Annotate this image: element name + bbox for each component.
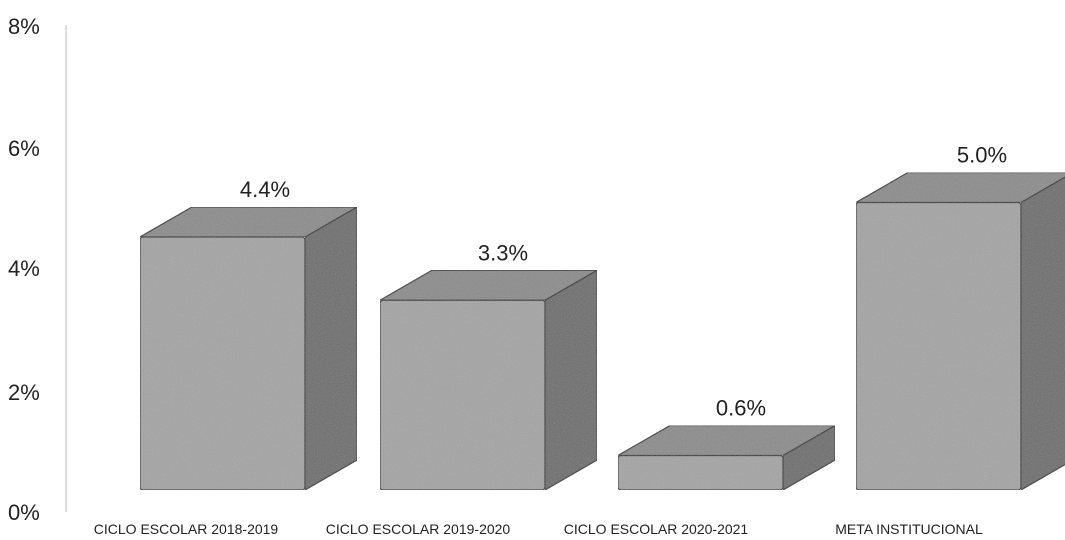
category-labels: CICLO ESCOLAR 2018-2019 CICLO ESCOLAR 201… — [94, 521, 983, 537]
category-label: CICLO ESCOLAR 2020-2021 — [564, 521, 749, 537]
data-label: 0.6% — [716, 396, 766, 421]
bar-front-face — [379, 299, 546, 491]
bar — [615, 424, 838, 492]
bar-front-face — [855, 201, 1022, 491]
data-label: 4.4% — [240, 177, 290, 202]
data-label: 3.3% — [478, 240, 528, 265]
bar-side-face — [304, 205, 358, 492]
category-label: META INSTITUCIONAL — [835, 521, 983, 537]
category-label: CICLO ESCOLAR 2018-2019 — [94, 521, 279, 537]
y-axis-ticks: 0% 2% 4% 6% 8% — [8, 14, 40, 525]
data-label: 5.0% — [957, 143, 1007, 168]
y-tick-label: 4% — [8, 256, 40, 281]
bar — [377, 269, 600, 492]
bar-front-face — [139, 236, 306, 491]
category-label: CICLO ESCOLAR 2019-2020 — [326, 521, 511, 537]
y-tick-label: 0% — [8, 500, 40, 525]
bar — [853, 171, 1065, 492]
y-tick-label: 6% — [8, 136, 40, 161]
bar — [137, 205, 360, 492]
bar-side-face — [1020, 176, 1065, 492]
y-tick-label: 8% — [8, 14, 40, 39]
bar-side-face — [544, 269, 598, 492]
bars: 4.4% 3.3% 0.6% 5.0% — [137, 143, 1065, 492]
y-tick-label: 2% — [8, 380, 40, 405]
bar-front-face — [617, 454, 784, 491]
